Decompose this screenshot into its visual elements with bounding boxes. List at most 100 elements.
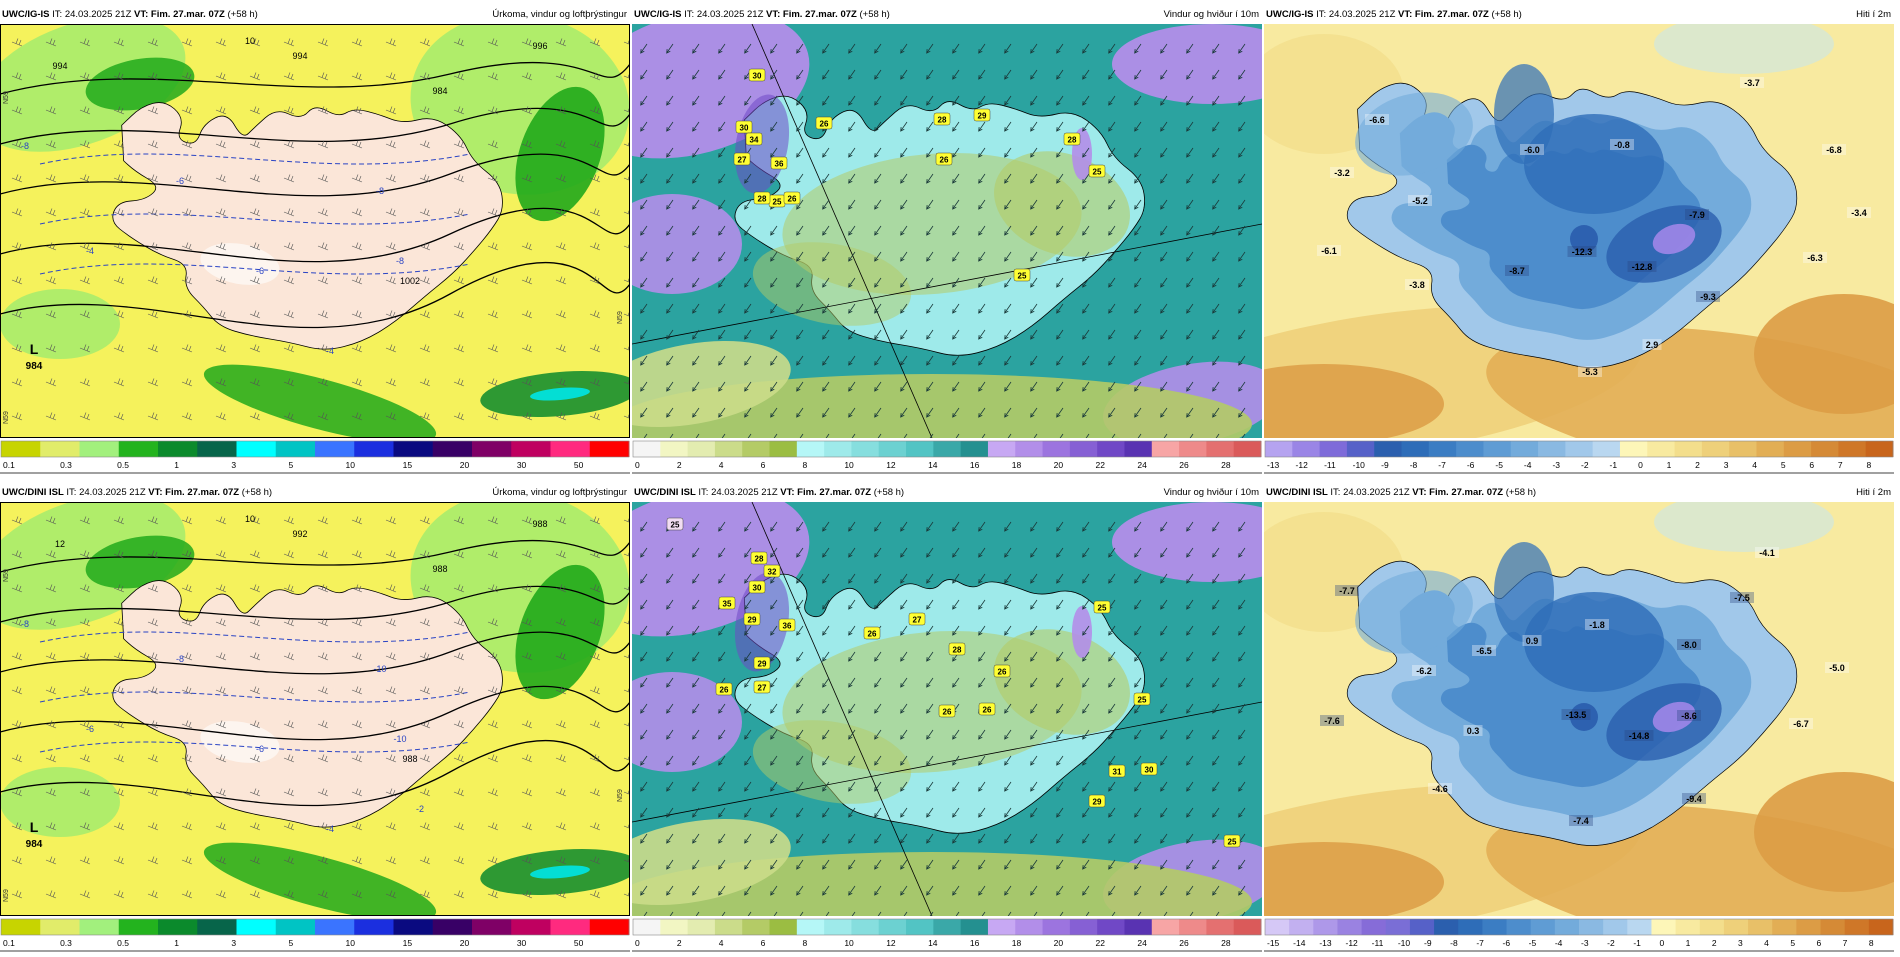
wind-arrow	[770, 599, 778, 610]
wind-arrow	[1030, 833, 1038, 844]
wind-arrow	[1160, 521, 1168, 532]
wind-barb	[385, 618, 397, 627]
wind-arrow	[874, 95, 882, 106]
wind-barb	[317, 890, 329, 899]
colorbar-label: -4	[1555, 938, 1563, 948]
temperature-label: -4	[326, 824, 334, 834]
wind-arrow	[848, 251, 856, 262]
wind-barb	[555, 208, 567, 217]
wind-arrow	[848, 755, 856, 766]
wind-arrow	[1134, 703, 1142, 714]
temp-label: -3.7	[1740, 77, 1764, 88]
top-temp-panel: UWC/IG-IS IT: 24.03.2025 21Z VT: Fim. 27…	[1264, 6, 1894, 474]
lead-time: (+58 h)	[1505, 487, 1537, 498]
gust-badge: 29	[743, 612, 761, 626]
wind-arrow	[1134, 225, 1142, 236]
wind-arrow	[1108, 43, 1116, 54]
wind-arrow	[978, 677, 986, 688]
wind-arrow	[770, 677, 778, 688]
gust-badge: 26	[978, 702, 996, 716]
wind-barb	[283, 652, 295, 661]
gust-value: 28	[938, 116, 947, 125]
wind-arrow	[1212, 277, 1220, 288]
wind-barb	[45, 720, 57, 729]
wind-arrow	[952, 755, 960, 766]
wind-barb	[317, 72, 329, 81]
wind-barb	[45, 788, 57, 797]
colorbar-label: 30	[517, 938, 527, 948]
wind-arrow	[900, 69, 908, 80]
isobar-label: 988	[432, 564, 447, 574]
wind-arrow	[1212, 303, 1220, 314]
wind-arrow	[744, 599, 752, 610]
wind-barb	[623, 890, 630, 897]
gust-badge: 36	[770, 156, 788, 170]
colorbar-label: -10	[1353, 460, 1366, 470]
wind-arrow	[1004, 651, 1012, 662]
colorbar-label: -3	[1581, 938, 1589, 948]
colorbar-swatch	[1675, 919, 1701, 935]
wind-barb	[487, 378, 499, 387]
wind-arrow	[744, 755, 752, 766]
wind-arrow	[825, 433, 830, 438]
wind-barb	[181, 550, 193, 559]
graticule-label: N59	[3, 569, 10, 582]
wind-arrow	[718, 833, 726, 844]
wind-arrow	[1212, 521, 1220, 532]
wind-barb	[181, 208, 193, 217]
wind-barb	[623, 584, 630, 591]
temp-label: -5.2	[1408, 195, 1432, 206]
colorbar-swatch	[906, 441, 934, 457]
gust-value: 25	[1138, 696, 1147, 705]
temp-label: -3.2	[1330, 167, 1354, 178]
it-label: IT:	[684, 9, 695, 20]
wind-arrow	[952, 329, 960, 340]
gust-badge: 25	[1223, 834, 1241, 848]
wind-arrow	[744, 251, 752, 262]
wind-arrow	[1056, 573, 1064, 584]
colorbar-label: -2	[1607, 938, 1615, 948]
wind-barb	[215, 174, 227, 183]
wind-barb	[555, 822, 567, 831]
wind-barb	[181, 276, 193, 285]
lead-time: (+58 h)	[859, 9, 890, 20]
wind-barb	[283, 550, 295, 559]
wind-arrow	[952, 43, 960, 54]
colorbar-swatch	[1069, 441, 1098, 457]
wind-barb	[283, 856, 295, 865]
wind-barb	[589, 890, 601, 899]
temp-label: -7.9	[1685, 209, 1709, 220]
temp-value: 0.3	[1467, 726, 1480, 736]
temp-label: -12.3	[1567, 246, 1597, 257]
wind-arrow	[1238, 381, 1246, 392]
wind-barb	[385, 242, 397, 251]
wind-arrow	[1056, 807, 1064, 818]
graticule-label: N59	[3, 91, 10, 104]
wind-arrow	[640, 277, 648, 288]
wind-barb	[249, 412, 261, 421]
wind-arrow	[692, 521, 700, 532]
wind-arrow	[770, 95, 778, 106]
wind-barb	[317, 618, 329, 627]
wind-arrow	[952, 521, 960, 532]
wind-barb	[113, 890, 125, 899]
colorbar-swatch	[197, 441, 237, 457]
wind-arrow	[900, 199, 908, 210]
wind-barb	[487, 174, 499, 183]
wind-arrow	[744, 225, 752, 236]
wind-arrow	[1108, 807, 1116, 818]
wind-arrow	[1160, 547, 1168, 558]
wind-barb	[283, 788, 295, 797]
wind-arrow	[770, 781, 778, 792]
wind-arrow	[640, 407, 648, 418]
temp-value: -7.5	[1734, 593, 1750, 603]
wind-barb	[419, 72, 431, 81]
temp-label: -4.1	[1755, 547, 1779, 558]
wind-arrow	[692, 807, 700, 818]
gust-badge: 32	[763, 564, 781, 578]
temp-label: -6.8	[1822, 144, 1846, 155]
wind-arrow	[796, 651, 804, 662]
wind-barb	[249, 242, 261, 251]
wind-arrow	[978, 251, 986, 262]
colorbar-label: 6	[1809, 460, 1814, 470]
